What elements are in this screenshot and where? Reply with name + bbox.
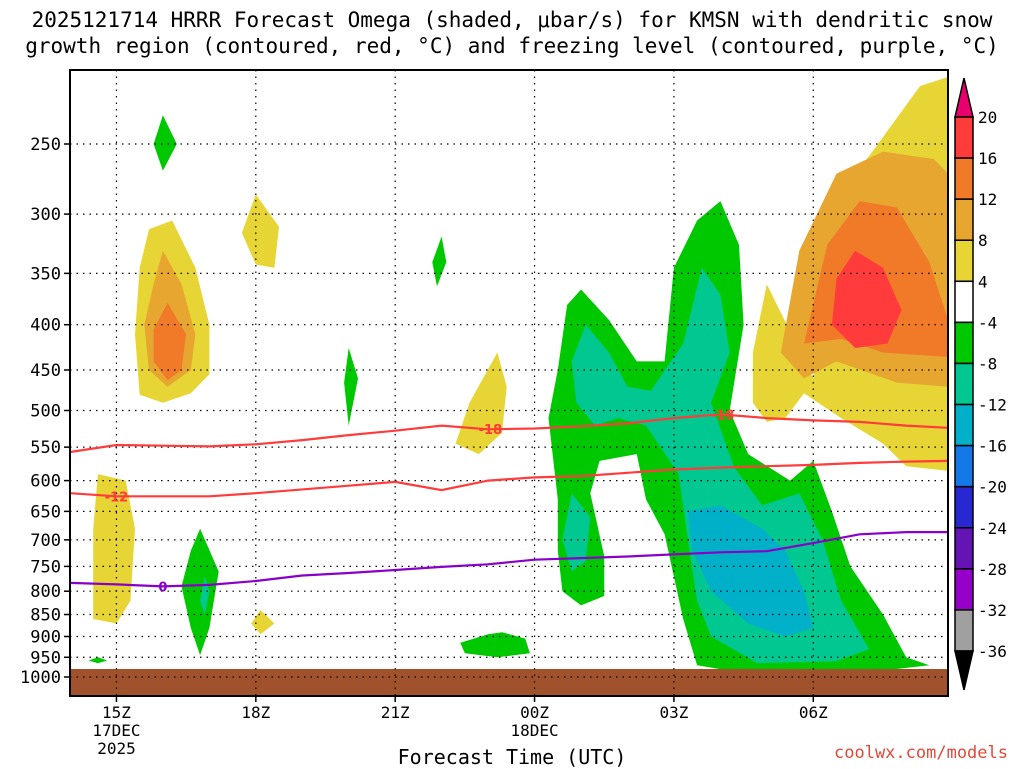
omega-shading [70, 77, 948, 696]
x-axis-title: Forecast Time (UTC) [397, 745, 627, 769]
colorbar-label-5: -4 [978, 313, 997, 332]
y-tick-label-250: 250 [30, 135, 61, 155]
colorbar-segment-8 [954, 403, 974, 447]
x-tick-sublabel-00Z-0: 18DEC [510, 721, 558, 740]
colorbar-segment-11 [954, 527, 974, 570]
colorbar-segment-2 [954, 157, 974, 200]
x-tick-label-21Z: 21Z [381, 703, 410, 722]
omega-region-7 [455, 352, 507, 455]
colorbar-label-13: -36 [978, 642, 1007, 661]
x-tick-label-18Z: 18Z [241, 703, 270, 722]
freezing-level-contour [70, 531, 948, 588]
colorbar-segment-6 [954, 321, 974, 365]
y-tick-label-950: 950 [30, 648, 61, 668]
colorbar-label-11: -28 [978, 560, 1007, 579]
freezing-level-label: 0 [158, 580, 167, 595]
omega-region-15 [571, 267, 869, 664]
dgz-label-minus18-b: -18 [711, 409, 735, 424]
colorbar-segment-4 [954, 239, 974, 283]
colorbar-segment-9 [954, 444, 974, 488]
colorbar-segment-5 [954, 280, 974, 324]
x-tick-label-00Z: 00Z [520, 703, 549, 722]
terrain-fill [70, 669, 948, 696]
x-tick-sublabel-15Z-0: 17DEC [92, 721, 140, 740]
y-tick-label-350: 350 [30, 264, 61, 284]
y-tick-label-550: 550 [30, 438, 61, 458]
y-tick-label-300: 300 [30, 205, 61, 225]
dgz-contour-minus18 [70, 413, 948, 454]
x-tick-sublabel-15Z-1: 2025 [97, 739, 136, 758]
contours: -12 -18 -18 0 [70, 409, 948, 595]
colorbar-segment-13 [954, 609, 974, 652]
y-tick-label-900: 900 [30, 627, 61, 647]
omega-region-3 [153, 115, 177, 171]
omega-region-4 [241, 194, 279, 268]
y-tick-label-400: 400 [30, 316, 61, 336]
omega-region-9 [181, 528, 219, 656]
colorbar-label-3: 8 [978, 231, 988, 250]
omega-region-6 [344, 348, 358, 426]
colorbar-label-6: -8 [978, 354, 997, 373]
omega-region-14 [548, 201, 930, 674]
gridlines [70, 70, 948, 696]
omega-region-13 [460, 632, 530, 658]
colorbar-segment-10 [954, 485, 974, 529]
y-tick-label-600: 600 [30, 472, 61, 492]
x-tick-label-06Z: 06Z [799, 703, 828, 722]
chart-title-line-1: 2025121714 HRRR Forecast Omega (shaded, … [31, 8, 993, 32]
dgz-label-minus12: -12 [105, 490, 129, 505]
dgz-contour-minus12 [70, 459, 948, 498]
colorbar-label-2: 12 [978, 190, 997, 209]
colorbar-label-12: -32 [978, 601, 1007, 620]
chart-title-line-2: growth region (contoured, red, °C) and f… [25, 34, 999, 58]
colorbar: 20 16 12 8 4 -4 -8 -12 -16 -20 -24 -28 -32 -36 [954, 77, 1007, 691]
colorbar-bottom-arrow [954, 650, 974, 691]
colorbar-segment-1 [954, 116, 974, 159]
credit-link[interactable]: coolwx.com/models [834, 743, 1008, 763]
colorbar-segment-7 [954, 362, 974, 406]
y-tick-label-1000: 1000 [20, 668, 61, 688]
y-axis: 2503003504004505005506006507007508008509… [20, 135, 70, 688]
colorbar-segment-3 [954, 198, 974, 241]
colorbar-label-9: -20 [978, 478, 1007, 497]
colorbar-top-arrow [954, 77, 974, 118]
y-tick-label-500: 500 [30, 402, 61, 422]
omega-region-16 [687, 505, 814, 637]
omega-region-5 [432, 236, 447, 287]
y-tick-label-450: 450 [30, 361, 61, 381]
colorbar-label-10: -24 [978, 519, 1007, 538]
colorbar-label-1: 16 [978, 149, 997, 168]
colorbar-label-0: 20 [978, 108, 997, 127]
x-tick-label-15Z: 15Z [102, 703, 131, 722]
x-tick-label-03Z: 03Z [659, 703, 688, 722]
omega-region-21 [831, 250, 902, 348]
y-tick-label-750: 750 [30, 557, 61, 577]
colorbar-label-7: -12 [978, 396, 1007, 415]
colorbar-label-4: 4 [978, 272, 988, 291]
omega-region-2 [153, 303, 187, 381]
y-tick-label-850: 850 [30, 606, 61, 626]
dgz-label-minus18-a: -18 [479, 423, 503, 438]
y-tick-label-650: 650 [30, 502, 61, 522]
y-tick-label-700: 700 [30, 531, 61, 551]
omega-region-11 [251, 610, 275, 635]
colorbar-label-8: -16 [978, 437, 1007, 456]
omega-region-12 [88, 657, 108, 664]
omega-region-17 [562, 493, 591, 572]
colorbar-segment-12 [954, 568, 974, 611]
y-tick-label-800: 800 [30, 582, 61, 602]
plot-frame [69, 69, 949, 697]
